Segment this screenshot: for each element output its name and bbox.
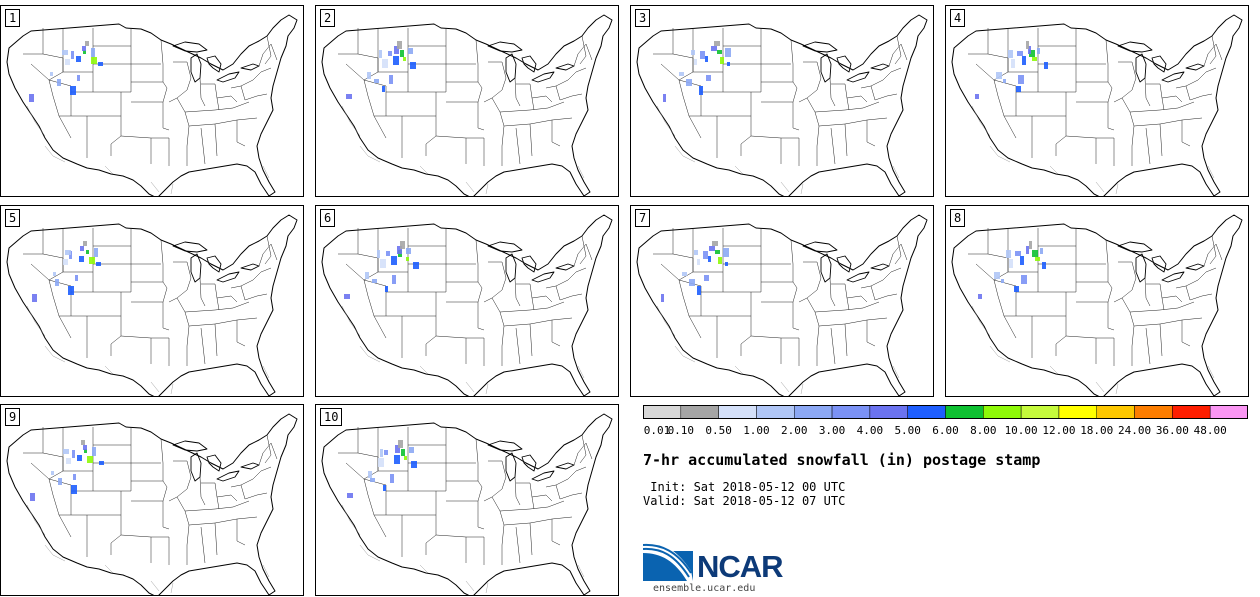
us-map: [6, 14, 298, 196]
colorbar-tick-label: 24.00: [1118, 424, 1152, 437]
stamp-panel-4: 4: [945, 5, 1249, 197]
snowfall-field: [978, 241, 1046, 299]
us-map: [951, 214, 1243, 396]
stamp-panel-8: 8: [945, 205, 1249, 397]
stamp-number: 2: [320, 9, 336, 27]
colorbar-swatch: [1134, 405, 1173, 419]
colorbar-swatch: [718, 405, 757, 419]
website-text: ensemble.ucar.edu: [653, 583, 756, 594]
stamp-number: 9: [5, 408, 21, 426]
colorbar-swatch: [680, 405, 719, 419]
colorbar-swatch: [1096, 405, 1135, 419]
colorbar-swatch: [1172, 405, 1211, 419]
stamp-number: 5: [5, 209, 21, 227]
us-map: [6, 214, 298, 396]
colorbar-swatch: [756, 405, 795, 419]
colorbar-tick-label: 2.00: [781, 424, 808, 437]
colorbar-tick-label: 1.00: [743, 424, 770, 437]
colorbar-tick-label: 8.00: [970, 424, 997, 437]
stamp-panel-10: 10: [315, 404, 619, 596]
colorbar-tick-label: 6.00: [932, 424, 959, 437]
colorbar-tick-label: 4.00: [856, 424, 884, 437]
us-map: [636, 214, 928, 396]
snowfall-field: [975, 41, 1048, 99]
colorbar-swatch: [643, 405, 682, 419]
colorbar-swatch: [794, 405, 833, 419]
snowfall-field: [29, 41, 103, 102]
colorbar-tick-label: 18.00: [1080, 424, 1114, 437]
colorbar-swatch: [869, 405, 908, 419]
stamp-number: 4: [950, 9, 966, 27]
snowfall-field: [347, 440, 417, 498]
stamp-panel-1: 1: [0, 5, 304, 197]
chart-title: 7-hr accumulated snowfall (in) postage s…: [643, 451, 1041, 469]
us-map: [636, 14, 928, 196]
snowfall-field: [663, 41, 731, 102]
colorbar-tick-label: 3.00: [818, 424, 846, 437]
stamp-panel-9: 9: [0, 404, 304, 596]
us-map: [6, 413, 298, 595]
stamp-panel-7: 7: [630, 205, 934, 397]
colorbar-swatch: [945, 405, 984, 419]
colorbar-tick-label: 0.10: [667, 424, 695, 437]
stamp-panel-2: 2: [315, 5, 619, 197]
colorbar-tick-label: 48.00: [1193, 424, 1227, 437]
colorbar-swatch: [1020, 405, 1060, 419]
snowfall-field: [32, 241, 101, 302]
snowfall-colorbar: [643, 405, 1248, 419]
colorbar-swatch: [983, 405, 1022, 419]
stamp-number: 10: [320, 408, 343, 426]
stamp-number: 6: [320, 209, 336, 227]
stamp-panel-5: 5: [0, 205, 304, 397]
colorbar-tick-label: 36.00: [1155, 424, 1189, 437]
snowfall-field: [661, 241, 729, 302]
stamp-panel-3: 3: [630, 5, 934, 197]
colorbar-tick-label: 5.00: [894, 424, 921, 437]
snowfall-field: [344, 241, 419, 299]
stamp-number: 3: [635, 9, 651, 27]
colorbar-tick-label: 12.00: [1042, 424, 1076, 437]
us-map: [321, 413, 613, 595]
colorbar-swatch: [907, 405, 946, 419]
init-time: Init: Sat 2018-05-12 00 UTC: [643, 480, 846, 494]
stamp-number: 1: [5, 9, 21, 27]
ncar-logo-icon: [643, 542, 693, 581]
us-map: [321, 214, 613, 396]
snowfall-field: [346, 41, 416, 99]
valid-time: Valid: Sat 2018-05-12 07 UTC: [643, 494, 846, 508]
stamp-number: 7: [635, 209, 651, 227]
us-map: [321, 14, 613, 196]
colorbar-tick-label: 10.00: [1004, 424, 1038, 437]
ncar-logo-text: NCAR: [697, 549, 784, 584]
stamp-number: 8: [950, 209, 966, 227]
colorbar-swatch: [1209, 405, 1248, 419]
colorbar-tick-label: 0.01: [643, 424, 671, 437]
colorbar-swatch: [1058, 405, 1098, 419]
colorbar-tick-label: 0.50: [705, 424, 732, 437]
us-map: [951, 14, 1243, 196]
stamp-panel-6: 6: [315, 205, 619, 397]
snowfall-field: [30, 440, 104, 501]
colorbar-swatch: [831, 405, 871, 419]
